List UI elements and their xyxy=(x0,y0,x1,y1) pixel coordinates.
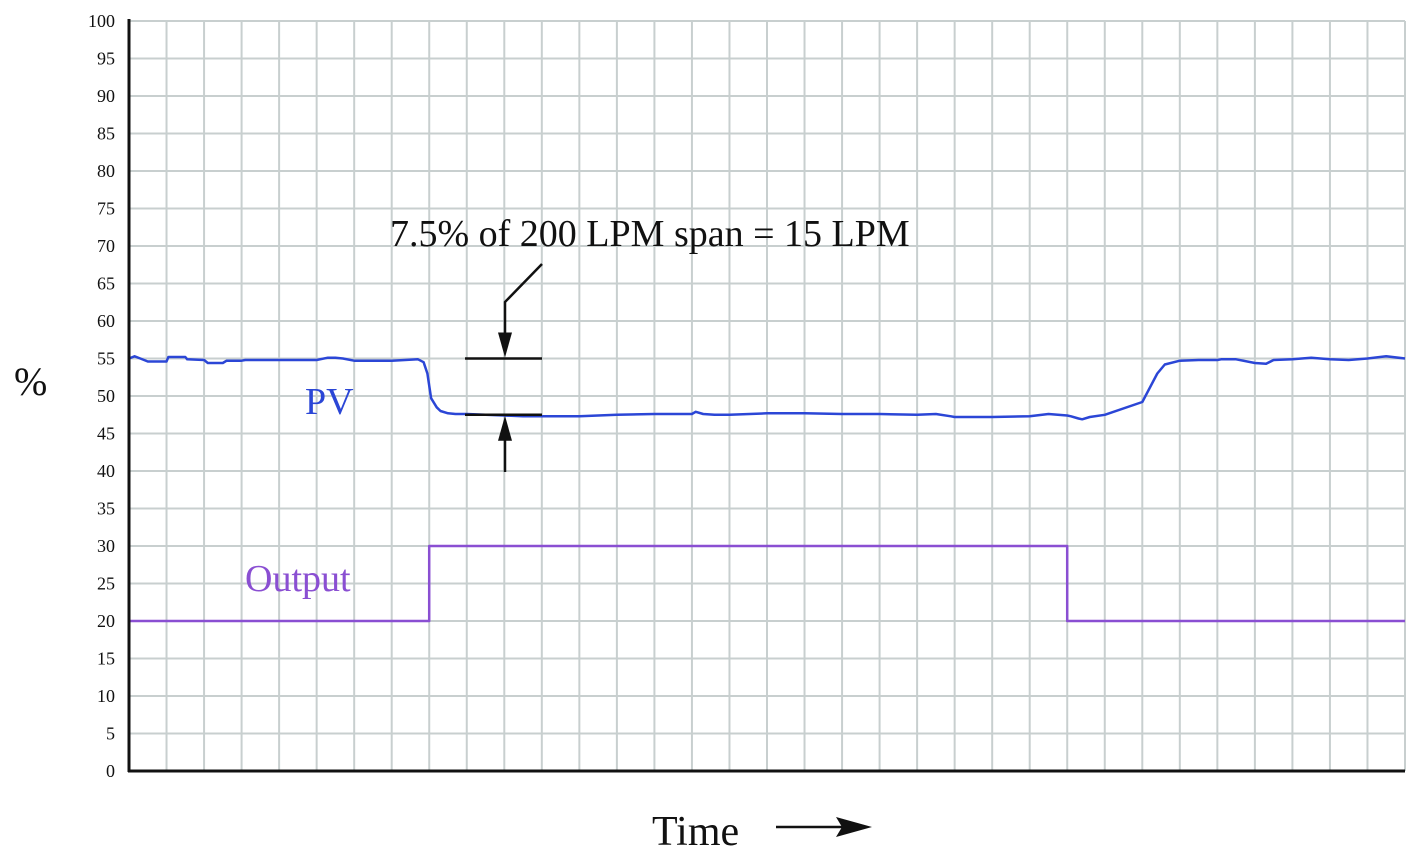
y-tick-label: 25 xyxy=(97,574,115,594)
chart-axes xyxy=(127,19,1405,773)
y-axis-label: % xyxy=(14,359,47,404)
y-tick-label: 60 xyxy=(97,311,115,331)
y-tick-label: 10 xyxy=(97,686,115,706)
y-tick-label: 70 xyxy=(97,236,115,256)
y-tick-label: 50 xyxy=(97,386,115,406)
pv-series-line xyxy=(128,355,1406,421)
y-tick-label: 35 xyxy=(97,499,115,519)
annotation-leader-line xyxy=(503,263,543,335)
output-series-line xyxy=(129,544,1405,623)
chart-series xyxy=(128,355,1406,623)
y-tick-label: 100 xyxy=(88,11,115,31)
annotation-up-arrow-icon xyxy=(498,415,512,441)
y-tick-label: 65 xyxy=(97,274,115,294)
y-tick-label: 40 xyxy=(97,461,115,481)
y-tick-label: 15 xyxy=(97,649,115,669)
span-annotation xyxy=(465,263,543,472)
y-tick-label: 45 xyxy=(97,424,115,444)
y-tick-label: 80 xyxy=(97,161,115,181)
y-tick-label: 90 xyxy=(97,86,115,106)
y-tick-label: 30 xyxy=(97,536,115,556)
y-tick-label: 55 xyxy=(97,349,115,369)
y-axis-ticks: 0 5 10 15 20 25 30 35 40 45 50 55 60 65 70 75 80 85 90 95 10… xyxy=(88,11,115,781)
y-tick-label: 0 xyxy=(106,761,115,781)
pv-series-label: PV xyxy=(305,381,354,423)
y-tick-label: 85 xyxy=(97,124,115,144)
span-annotation-text: 7.5% of 200 LPM span = 15 LPM xyxy=(390,213,910,255)
output-series-label: Output xyxy=(245,558,351,600)
y-tick-label: 95 xyxy=(97,49,115,69)
y-tick-label: 20 xyxy=(97,611,115,631)
y-tick-label: 5 xyxy=(106,724,115,744)
x-axis-arrow-icon xyxy=(776,817,872,837)
x-axis-label: Time xyxy=(652,809,739,855)
y-tick-label: 75 xyxy=(97,199,115,219)
annotation-down-arrow-icon xyxy=(498,332,512,358)
